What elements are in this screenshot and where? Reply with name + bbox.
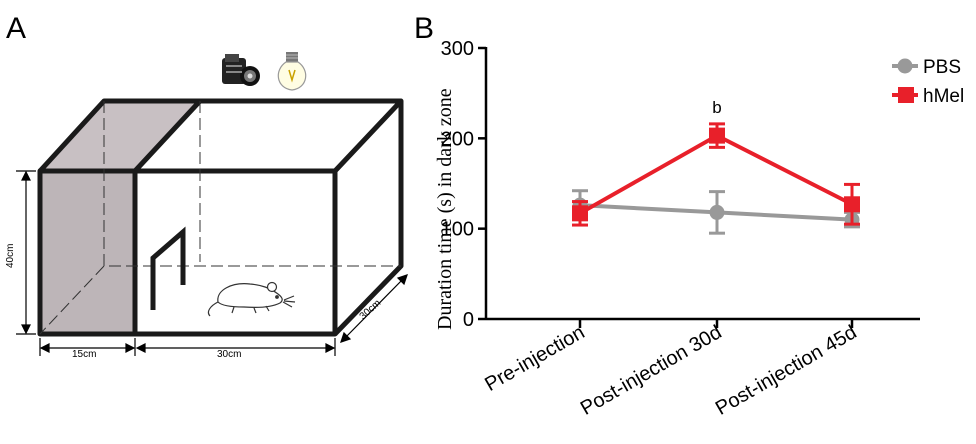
depth-dimension-label: 30cm: [358, 298, 384, 323]
mouse-icon: [207, 281, 296, 317]
dark-compartment-top: [40, 101, 200, 171]
y-axis-label: Duration time (s) in dark zone: [434, 88, 456, 330]
hidden-edges: [39, 101, 401, 335]
camera-icon: [222, 54, 260, 86]
panel-label-b: B: [414, 12, 434, 45]
legend-marker: [897, 58, 913, 74]
box-top-back: [38, 98, 404, 173]
dark-compartment-front: [40, 171, 135, 334]
light-width-dimension-label: 30cm: [217, 349, 241, 360]
duration-chart: Duration time (s) in dark zone 0 100 200 30…: [434, 38, 964, 420]
y-ticks: 0 100 200 300: [441, 38, 486, 331]
light-bulb-icon: [277, 52, 307, 91]
depth-dimension-line: [341, 275, 407, 342]
series-hmel: [572, 122, 860, 227]
legend-item-pbs: PBS: [892, 57, 961, 78]
divider-wall: [132, 99, 202, 334]
height-dimension-label: 40cm: [5, 244, 16, 268]
y-tick-label: 100: [441, 219, 474, 241]
compartment-door: [150, 226, 186, 310]
series-layer: [572, 122, 860, 235]
data-point: [709, 204, 725, 220]
dark-width-dimension-label: 15cm: [72, 349, 96, 360]
legend-item-hmel: hMel: [892, 86, 964, 107]
legend-marker: [898, 87, 914, 103]
data-point: [844, 196, 860, 213]
data-point: [709, 127, 725, 144]
y-tick-label: 300: [441, 38, 474, 60]
y-tick-label: 0: [463, 309, 474, 331]
legend-label: PBS: [923, 57, 961, 78]
significance-label: b: [712, 98, 721, 117]
y-tick-label: 200: [441, 128, 474, 150]
annotations: b: [712, 98, 721, 117]
legend-label: hMel: [923, 86, 964, 107]
panel-label-a: A: [6, 12, 26, 45]
data-point: [572, 205, 588, 222]
x-tick-label: Pre-injection: [481, 321, 588, 396]
series-pbs: [572, 189, 860, 235]
legend: PBS hMel: [892, 57, 964, 107]
x-tick-label: Post-injection 45d: [712, 321, 861, 420]
x-tick-label: Post-injection 30d: [577, 321, 726, 420]
apparatus-diagram: 40cm 15cm 30cm 30cm: [5, 52, 408, 360]
